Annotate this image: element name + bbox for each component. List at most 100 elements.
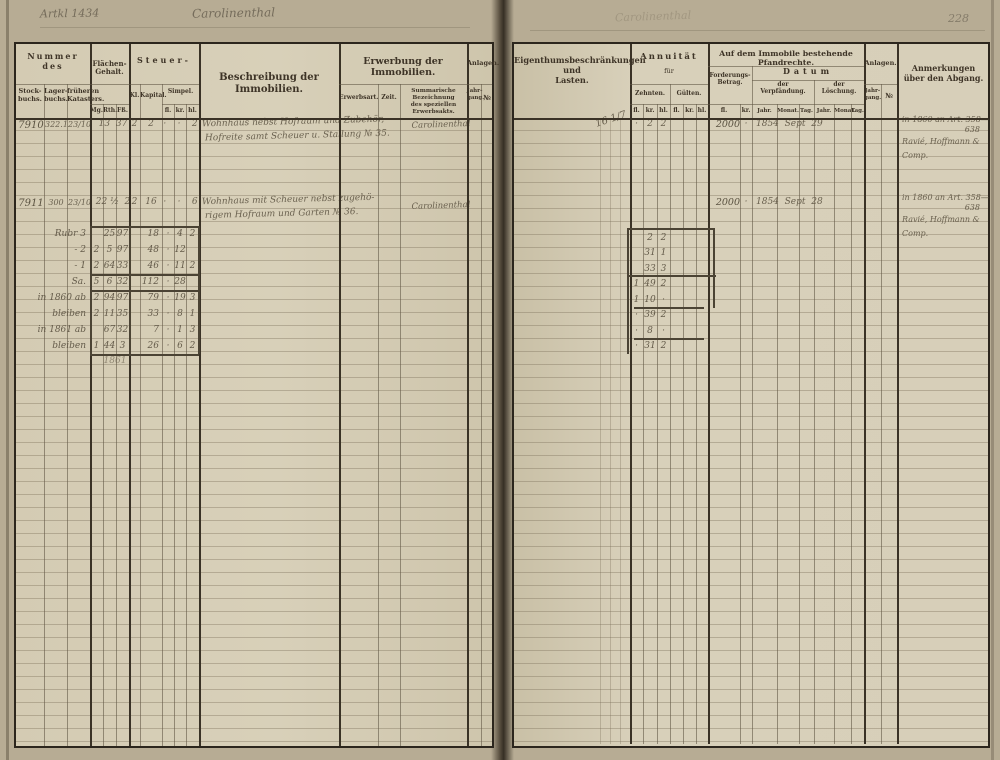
- computation-kapital: 48: [147, 245, 159, 255]
- computation-ruthen: 6: [106, 277, 113, 287]
- computation-kapital: 79: [147, 293, 159, 303]
- article-number-handwriting: Artkl 1434: [39, 6, 100, 21]
- annuity-hl: 3: [660, 263, 667, 274]
- entry-lagerbuch: 300: [48, 198, 64, 207]
- annuity-hl: 1: [660, 248, 667, 259]
- header-rule: [752, 80, 864, 81]
- entry-simpel: · · 2: [163, 119, 198, 129]
- column-rule: [630, 44, 632, 744]
- computation-simpel-kr: 12: [174, 245, 186, 255]
- column-rule: [400, 84, 401, 746]
- computation-morgen: 2: [93, 261, 100, 271]
- header-zehnten-kr: kr.: [645, 107, 655, 114]
- header-zehnten-fl: fl.: [633, 107, 640, 114]
- header-erwerbung: Erwerbung der Immobilien.: [363, 56, 443, 79]
- computation-kapital: 18: [147, 229, 159, 239]
- column-rule: [103, 104, 104, 746]
- ruled-grid-right: [514, 118, 988, 744]
- entry-anmerkung-line1: in 1860 an Art. 358—: [902, 193, 989, 202]
- entry-annuitaet-kr: 2: [647, 119, 653, 129]
- handdrawn-rule: [90, 226, 199, 228]
- left-page-edge-shadow: [6, 0, 9, 760]
- computation-morgen: 2: [93, 293, 100, 303]
- computation-label: - 1: [74, 261, 86, 271]
- entry-anmerkung-line3: Ravié, Hoffmann &: [902, 215, 980, 224]
- heading-rule-right: [530, 30, 985, 31]
- computation-row: Sa. 5 6 32 112 · 28: [20, 274, 199, 290]
- computation-simpel-hl: 3: [189, 325, 196, 335]
- computation-simpel-hl: 1: [189, 309, 196, 319]
- annuity-computation-table: 2 2 31 1 33 3 1 49 2: [630, 230, 670, 354]
- column-rule: [339, 44, 341, 746]
- header-anmerkungen: Anmerkungen über den Abgang.: [903, 63, 984, 83]
- annuity-kr: 49: [644, 279, 656, 290]
- header-rule: [16, 84, 199, 85]
- entry-anmerkung-line4: Comp.: [902, 151, 929, 160]
- entry-flaeche: 13 37: [98, 119, 128, 129]
- column-rule: [834, 104, 835, 744]
- header-zeit: Zeit.: [381, 94, 397, 101]
- header-loesch-monat: Monat.: [834, 108, 856, 114]
- entry-stockbuch: 7911: [18, 198, 44, 209]
- header-guelten: Gülten.: [676, 90, 702, 97]
- header-anlagen-right: Anlagen.: [864, 59, 897, 67]
- column-rule: [481, 84, 482, 746]
- computation-fuss: 33: [116, 261, 129, 271]
- handdrawn-rule: [198, 226, 200, 354]
- header-steuer: Steuer-: [136, 55, 191, 65]
- annuity-kr: 2: [647, 232, 653, 243]
- annuity-row: 33 3: [630, 261, 670, 277]
- column-rule: [162, 84, 163, 746]
- column-rule: [620, 118, 621, 744]
- computation-simpel-hl: 2: [189, 261, 196, 271]
- header-unit-rth: Rth.: [103, 107, 118, 114]
- computation-row: bleiben 1 44 3 26 · 6 2: [20, 338, 199, 354]
- computation-ruthen: 94: [103, 293, 116, 303]
- header-zehnten-hl: hl.: [659, 107, 668, 114]
- column-rule: [799, 104, 800, 744]
- computation-label: - 2: [74, 245, 86, 255]
- left-page: Nummer des Stock- buchs. Lager- buchs. f…: [14, 42, 499, 748]
- computation-label: in 1861 ab: [37, 325, 86, 335]
- computation-simpel-hl: 2: [189, 229, 196, 239]
- annuity-hl: 2: [660, 310, 667, 321]
- header-lagerbuchs: Lager- buchs.: [44, 87, 68, 103]
- computation-ruthen: 11: [103, 309, 116, 319]
- column-rule: [881, 84, 882, 744]
- computation-ruthen: 67: [103, 325, 116, 335]
- header-forderung: Forderungs- Betrag.: [709, 72, 751, 87]
- computation-simpel-fl: ·: [166, 341, 170, 351]
- header-rule: [630, 104, 708, 105]
- header-verpf-tag: Tag.: [800, 108, 813, 114]
- ruled-grid-left: [16, 118, 492, 744]
- header-simpel-fl: fl.: [164, 107, 172, 114]
- entry-anmerkung-line3: Ravié, Hoffmann &: [902, 137, 980, 146]
- header-zehnten: Zehnten.: [635, 90, 665, 97]
- annuity-row: 31 1: [630, 246, 670, 262]
- entry-anmerkung-line4: Comp.: [902, 229, 929, 238]
- entry-stockbuch: 7910: [18, 120, 44, 131]
- header-rule: [708, 104, 864, 105]
- computation-label: Rubr 3: [54, 229, 86, 239]
- computation-fuss: 97: [116, 293, 129, 303]
- header-guelten-fl: fl.: [673, 107, 680, 114]
- header-kl: Kl.: [129, 92, 140, 99]
- header-betrag-fl: fl.: [720, 107, 728, 114]
- column-rule: [467, 44, 469, 746]
- computation-row: in 1861 ab 67 32 7 · 1 3: [20, 322, 199, 338]
- header-lasten: Eigenthumsbeschränkungen und Lasten.: [514, 55, 646, 85]
- computation-ruthen: 44: [103, 341, 116, 351]
- header-loesch-tag: Tag.: [851, 108, 864, 114]
- computation-fuss: 3: [119, 341, 126, 351]
- column-rule: [140, 84, 141, 746]
- column-rule: [851, 104, 852, 744]
- computation-kapital: 112: [141, 277, 159, 287]
- entry-flaeche: 22 ½ 2: [95, 197, 131, 207]
- header-nummer: Nummer des: [27, 51, 79, 71]
- header-loesch-jahr: Jahr.: [816, 108, 832, 114]
- header-unit-mg: Mg.: [90, 107, 103, 114]
- column-rule: [752, 66, 753, 744]
- computation-simpel-hl: 2: [189, 341, 196, 351]
- annuity-row: 2 2: [630, 230, 670, 246]
